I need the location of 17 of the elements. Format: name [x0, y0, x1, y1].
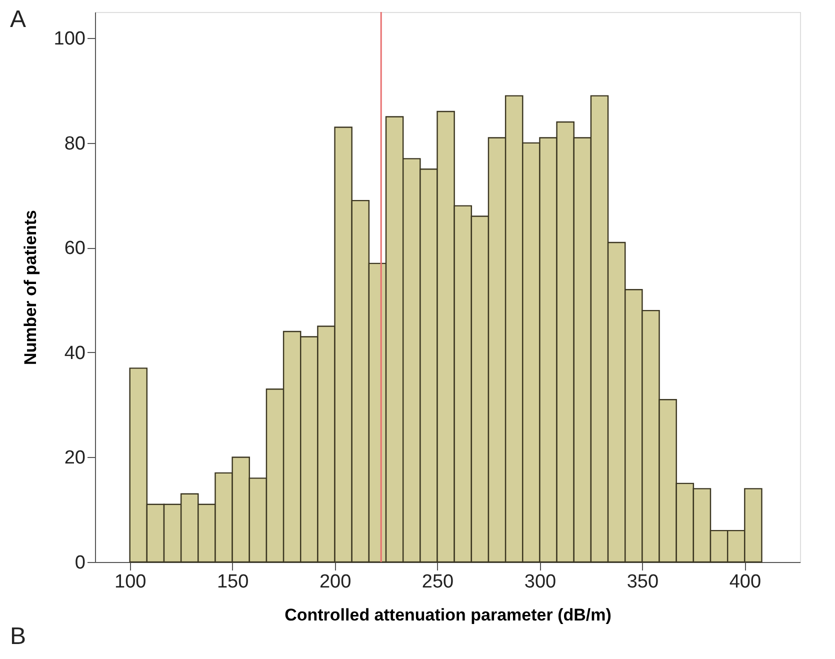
x-tick-label: 150: [216, 572, 249, 592]
y-axis-title: Number of patients: [20, 210, 40, 365]
x-tick-label: 100: [114, 572, 146, 592]
x-tick-label: 350: [626, 572, 659, 592]
x-tick-label: 400: [729, 572, 762, 592]
y-tick-label: 0: [74, 552, 86, 574]
x-tick-label: 250: [422, 572, 454, 592]
y-tick-label: 80: [64, 133, 86, 154]
y-tick-label: 40: [64, 342, 86, 364]
y-tick-label: 60: [64, 238, 86, 260]
y-tick-label: 20: [64, 448, 86, 469]
x-axis-title: Controlled attenuation parameter (dB/m): [284, 606, 612, 624]
y-tick-label: 100: [54, 28, 86, 50]
x-tick-label: 200: [319, 572, 352, 592]
text: B: [10, 623, 26, 650]
text: A: [10, 6, 26, 33]
x-tick-label: 300: [524, 572, 556, 592]
